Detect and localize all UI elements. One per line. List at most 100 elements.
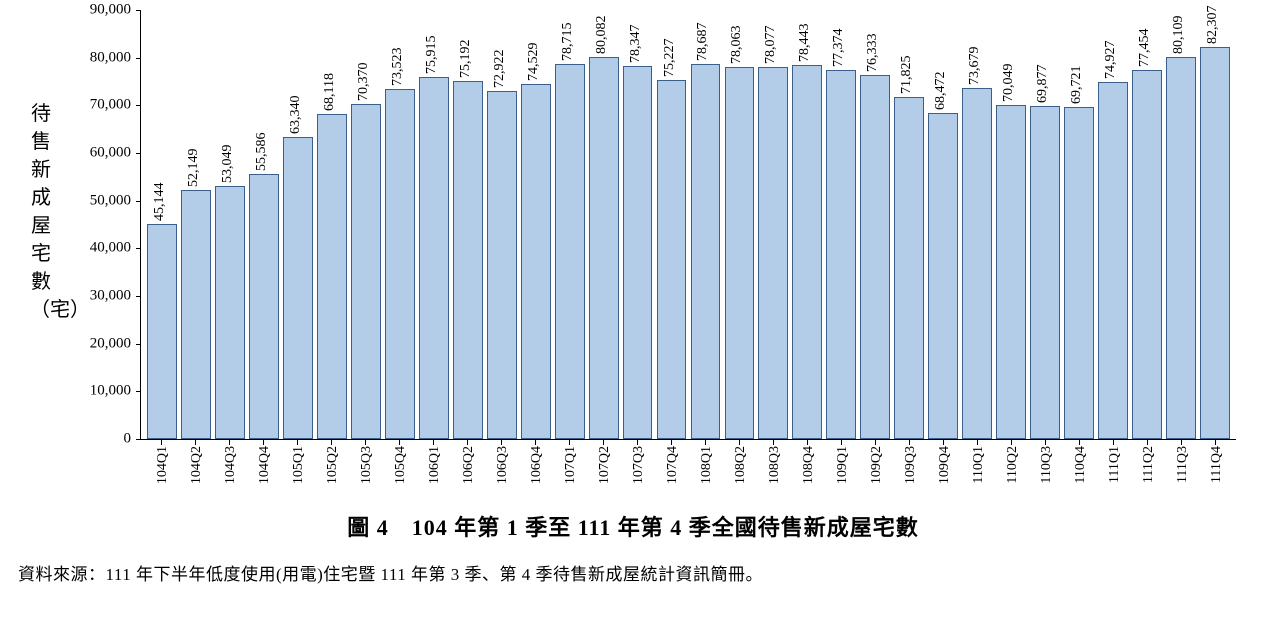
x-label-slot: 104Q1 xyxy=(144,440,178,500)
x-label-slot: 106Q2 xyxy=(450,440,484,500)
bar-slot: 78,077 xyxy=(756,10,790,439)
bar-value-label: 77,374 xyxy=(831,29,847,68)
bar: 78,347 xyxy=(623,66,653,439)
x-tick-mark xyxy=(263,440,264,445)
x-tick-mark xyxy=(501,440,502,445)
x-label-slot: 105Q1 xyxy=(280,440,314,500)
x-tick-mark xyxy=(467,440,468,445)
bar: 72,922 xyxy=(487,91,517,439)
bar-slot: 52,149 xyxy=(179,10,213,439)
x-label-slot: 108Q1 xyxy=(688,440,722,500)
bar-value-label: 76,333 xyxy=(865,34,881,73)
x-tick-mark xyxy=(433,440,434,445)
y-tick-label: 60,000 xyxy=(90,144,131,161)
y-tick-mark xyxy=(136,439,141,440)
bar-value-label: 52,149 xyxy=(186,149,202,188)
bar-value-label: 73,679 xyxy=(967,46,983,85)
x-category-label: 108Q3 xyxy=(767,446,783,484)
y-tick-label: 80,000 xyxy=(90,49,131,66)
x-tick-mark xyxy=(705,440,706,445)
x-category-label: 111Q3 xyxy=(1175,446,1191,483)
y-tick-mark xyxy=(136,201,141,202)
bar: 82,307 xyxy=(1200,47,1230,439)
bar: 78,687 xyxy=(691,64,721,439)
x-label-slot: 104Q3 xyxy=(212,440,246,500)
bar: 69,877 xyxy=(1030,106,1060,439)
chart-source: 資料來源：111 年下半年低度使用(用電)住宅暨 111 年第 3 季、第 4 … xyxy=(18,560,1256,585)
x-category-label: 105Q4 xyxy=(393,446,409,484)
x-label-slot: 109Q1 xyxy=(824,440,858,500)
x-label-slot: 108Q4 xyxy=(790,440,824,500)
bar: 80,109 xyxy=(1166,57,1196,439)
x-tick-mark xyxy=(909,440,910,445)
x-category-label: 111Q2 xyxy=(1141,446,1157,483)
bar-slot: 82,307 xyxy=(1198,10,1232,439)
bar: 73,679 xyxy=(962,88,992,439)
bar-value-label: 74,529 xyxy=(526,42,542,81)
x-tick-mark xyxy=(1181,440,1182,445)
y-ticks: 010,00020,00030,00040,00050,00060,00070,… xyxy=(69,10,139,439)
x-label-slot: 109Q2 xyxy=(858,440,892,500)
bar-value-label: 80,082 xyxy=(594,16,610,55)
bar: 75,192 xyxy=(453,81,483,439)
x-tick-mark xyxy=(399,440,400,445)
bar-value-label: 78,347 xyxy=(628,24,644,63)
bar: 63,340 xyxy=(283,137,313,439)
bar-slot: 68,118 xyxy=(315,10,349,439)
bar: 74,529 xyxy=(521,84,551,439)
x-label-slot: 106Q1 xyxy=(416,440,450,500)
y-tick-mark xyxy=(136,10,141,11)
x-label-slot: 110Q4 xyxy=(1062,440,1096,500)
bar: 78,443 xyxy=(792,65,822,439)
x-category-label: 109Q3 xyxy=(903,446,919,484)
y-tick-label: 30,000 xyxy=(90,287,131,304)
bar: 74,927 xyxy=(1098,82,1128,439)
bar-slot: 78,347 xyxy=(621,10,655,439)
x-tick-mark xyxy=(331,440,332,445)
x-label-slot: 108Q2 xyxy=(722,440,756,500)
x-category-label: 106Q2 xyxy=(461,446,477,484)
bar-value-label: 80,109 xyxy=(1171,16,1187,55)
bar-slot: 78,715 xyxy=(553,10,587,439)
x-category-label: 109Q4 xyxy=(937,446,953,484)
x-label-slot: 106Q3 xyxy=(484,440,518,500)
bar-slot: 70,370 xyxy=(349,10,383,439)
y-tick-label: 50,000 xyxy=(90,192,131,209)
x-category-label: 107Q4 xyxy=(665,446,681,484)
x-category-label: 105Q2 xyxy=(325,446,341,484)
bar-value-label: 69,721 xyxy=(1069,65,1085,104)
x-label-slot: 111Q1 xyxy=(1096,440,1130,500)
y-tick-mark xyxy=(136,296,141,297)
plot-area: 010,00020,00030,00040,00050,00060,00070,… xyxy=(140,10,1236,440)
bar-value-label: 78,715 xyxy=(560,22,576,61)
bar-value-label: 77,454 xyxy=(1137,28,1153,67)
x-tick-mark xyxy=(535,440,536,445)
bar-slot: 55,586 xyxy=(247,10,281,439)
x-category-label: 108Q2 xyxy=(733,446,749,484)
y-tick-mark xyxy=(136,248,141,249)
bar-slot: 53,049 xyxy=(213,10,247,439)
bar-slot: 71,825 xyxy=(892,10,926,439)
x-category-label: 109Q2 xyxy=(869,446,885,484)
bar: 75,915 xyxy=(419,77,449,439)
bar-slot: 45,144 xyxy=(145,10,179,439)
bar-slot: 78,443 xyxy=(790,10,824,439)
chart-container: 待售新成屋宅數（宅） 010,00020,00030,00040,00050,0… xyxy=(10,10,1256,585)
bar: 55,586 xyxy=(249,174,279,439)
x-tick-mark xyxy=(603,440,604,445)
x-category-label: 106Q4 xyxy=(529,446,545,484)
y-tick-label: 90,000 xyxy=(90,2,131,19)
bar: 45,144 xyxy=(147,224,177,439)
bar-value-label: 78,687 xyxy=(695,22,711,61)
bar-slot: 78,063 xyxy=(722,10,756,439)
bar-slot: 73,679 xyxy=(960,10,994,439)
x-tick-mark xyxy=(807,440,808,445)
x-label-slot: 106Q4 xyxy=(518,440,552,500)
x-category-label: 110Q4 xyxy=(1073,446,1089,484)
x-label-slot: 104Q2 xyxy=(178,440,212,500)
bar-value-label: 75,915 xyxy=(424,36,440,75)
x-label-slot: 109Q4 xyxy=(926,440,960,500)
x-label-slot: 108Q3 xyxy=(756,440,790,500)
bar-value-label: 78,077 xyxy=(763,25,779,64)
x-category-label: 109Q1 xyxy=(835,446,851,484)
